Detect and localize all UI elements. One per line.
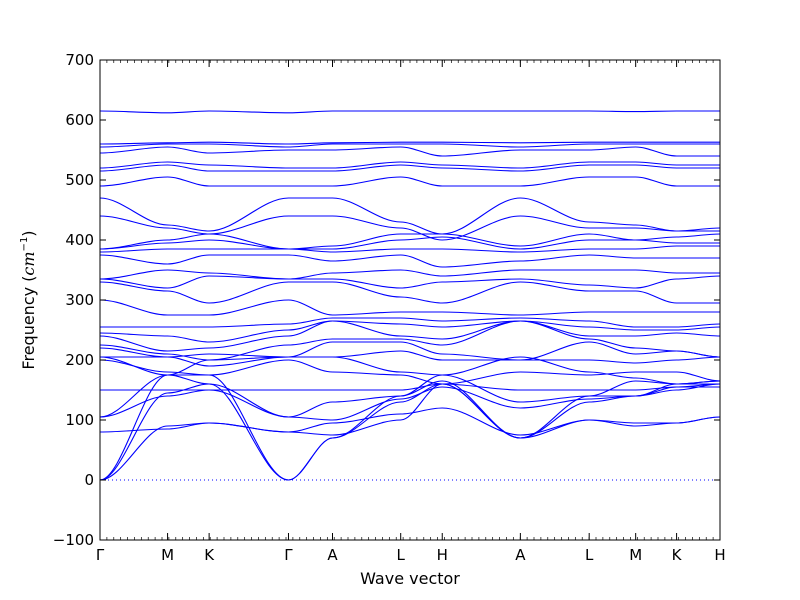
y-tick-labels: −100 0 100 200 300 400 500 600 700 <box>53 51 94 549</box>
phonon-branch-8 <box>100 359 720 385</box>
phonon-branch-14 <box>100 320 720 343</box>
kpoint-label: K <box>672 546 683 564</box>
phonon-branch-18 <box>100 275 720 289</box>
phonon-branch-13 <box>100 320 720 352</box>
phonon-branch-6 <box>100 374 720 418</box>
kpoint-label: Γ <box>284 546 293 564</box>
y-tick-label: 700 <box>65 51 94 69</box>
phonon-branch-17 <box>100 281 720 304</box>
kpoint-label: L <box>397 546 406 564</box>
phonon-branch-15 <box>100 317 720 328</box>
y-tick-label: 300 <box>65 291 94 309</box>
y-axis-label-text: Frequency ( <box>19 276 38 370</box>
phonon-branch-19 <box>100 269 720 280</box>
phonon-branch-9 <box>100 356 720 385</box>
phonon-branch-28 <box>100 161 720 169</box>
kpoint-label: K <box>204 546 215 564</box>
phonon-branch-32 <box>100 110 720 114</box>
y-tick-label: 400 <box>65 231 94 249</box>
phonon-branch-12 <box>100 320 720 361</box>
y-axis-label-exponent: −1 <box>19 237 30 252</box>
phonon-branch-20 <box>100 254 720 268</box>
kpoint-label: H <box>437 546 448 564</box>
phonon-branch-3 <box>100 407 720 481</box>
kpoint-label: H <box>714 546 725 564</box>
y-axis-label-close: ) <box>19 230 38 236</box>
phonon-branch-25 <box>100 197 720 235</box>
phonon-branch-27 <box>100 164 720 172</box>
y-tick-label: −100 <box>53 531 94 549</box>
kpoint-label: A <box>327 546 338 564</box>
phonon-branch-7 <box>100 383 720 391</box>
phonon-branch-11 <box>100 341 720 367</box>
phonon-branch-21 <box>100 245 720 253</box>
y-tick-label: 0 <box>84 471 94 489</box>
kpoint-label: M <box>629 546 642 564</box>
plot-frame <box>99 59 721 541</box>
y-tick-label: 100 <box>65 411 94 429</box>
kpoint-label: Γ <box>96 546 105 564</box>
y-tick-label: 600 <box>65 111 94 129</box>
phonon-branch-4 <box>100 383 720 439</box>
kpoint-label: A <box>515 546 526 564</box>
y-tick-label: 200 <box>65 351 94 369</box>
x-axis-label: Wave vector <box>360 569 460 588</box>
phonon-branch-16 <box>100 299 720 316</box>
y-axis-label-unit: cm <box>19 251 38 275</box>
phonon-branch-26 <box>100 176 720 187</box>
bands-layer <box>100 110 720 481</box>
phonon-branch-29 <box>100 146 720 157</box>
phonon-branch-31 <box>100 141 720 145</box>
y-tick-label: 500 <box>65 171 94 189</box>
phonon-branch-30 <box>100 143 720 148</box>
y-axis-label: Frequency (cm−1) <box>19 230 38 369</box>
phonon-branch-24 <box>100 215 720 241</box>
phonon-branch-10 <box>100 350 720 364</box>
kpoint-label: M <box>161 546 174 564</box>
kpoint-label: L <box>585 546 594 564</box>
